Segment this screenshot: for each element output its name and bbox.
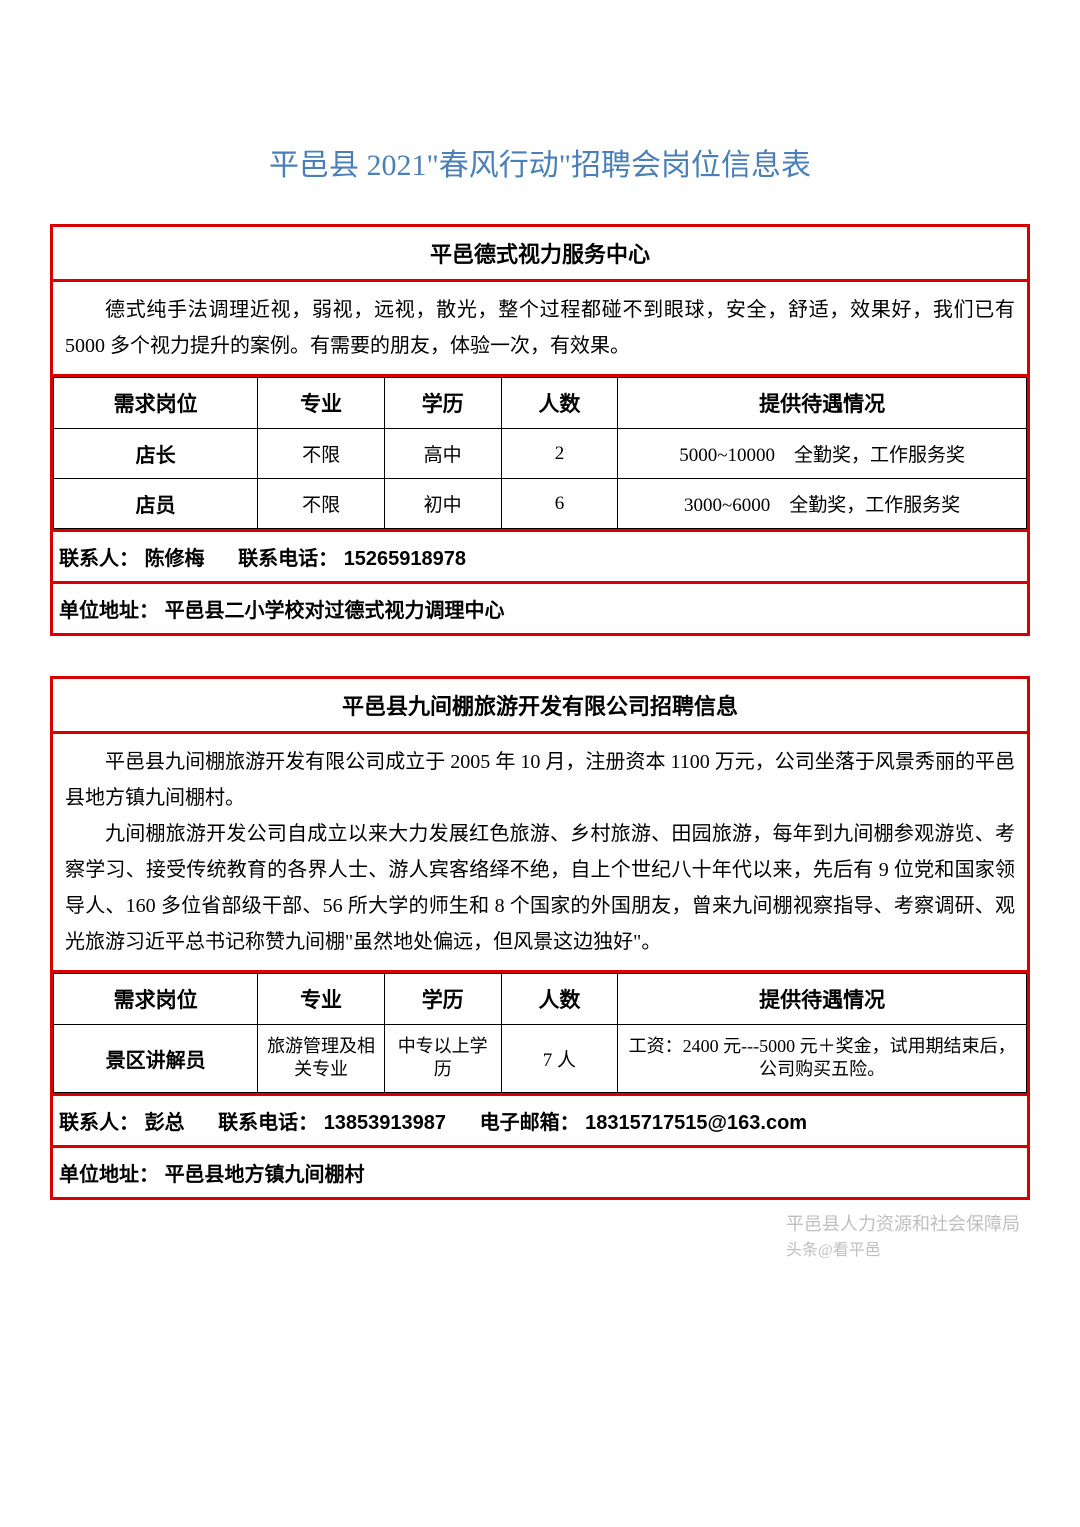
contact-row: 联系人： 彭总 联系电话： 13853913987 电子邮箱： 18315717…	[53, 1096, 1027, 1148]
email-label: 电子邮箱：	[480, 1106, 580, 1135]
address-label: 单位地址：	[59, 1158, 159, 1187]
watermark-line1: 平邑县人力资源和社会保障局	[786, 1210, 1020, 1236]
company-description: 德式纯手法调理近视，弱视，远视，散光，整个过程都碰不到眼球，安全，舒适，效果好，…	[53, 282, 1027, 377]
col-position: 需求岗位	[54, 378, 258, 429]
desc-paragraph: 平邑县九间棚旅游开发有限公司成立于 2005 年 10 月，注册资本 1100 …	[65, 744, 1015, 816]
col-major: 专业	[258, 974, 384, 1025]
contact-row: 联系人： 陈修梅 联系电话： 15265918978	[53, 532, 1027, 584]
page-title: 平邑县 2021"春风行动"招聘会岗位信息表	[50, 140, 1030, 184]
desc-paragraph: 德式纯手法调理近视，弱视，远视，散光，整个过程都碰不到眼球，安全，舒适，效果好，…	[65, 292, 1015, 364]
contact-value: 陈修梅	[145, 548, 205, 570]
cell-position: 店员	[54, 479, 258, 529]
desc-paragraph: 九间棚旅游开发公司自成立以来大力发展红色旅游、乡村旅游、田园旅游，每年到九间棚参…	[65, 816, 1015, 960]
col-major: 专业	[258, 378, 384, 429]
cell-position: 店长	[54, 429, 258, 479]
cell-major: 不限	[258, 429, 384, 479]
cell-treatment: 工资：2400 元---5000 元＋奖金，试用期结束后，公司购买五险。	[618, 1025, 1027, 1093]
cell-education: 初中	[384, 479, 501, 529]
cell-count: 6	[501, 479, 618, 529]
table-row: 店长 不限 高中 2 5000~10000 全勤奖，工作服务奖	[54, 429, 1027, 479]
contact-label: 联系人：	[59, 542, 139, 571]
col-education: 学历	[384, 974, 501, 1025]
table-row: 店员 不限 初中 6 3000~6000 全勤奖，工作服务奖	[54, 479, 1027, 529]
watermark-line2: 头条@看平邑	[786, 1236, 1020, 1260]
cell-treatment: 5000~10000 全勤奖，工作服务奖	[618, 429, 1027, 479]
cell-count: 7 人	[501, 1025, 618, 1093]
table-row: 景区讲解员 旅游管理及相关专业 中专以上学历 7 人 工资：2400 元---5…	[54, 1025, 1027, 1093]
col-treatment: 提供待遇情况	[618, 974, 1027, 1025]
table-header-row: 需求岗位 专业 学历 人数 提供待遇情况	[54, 974, 1027, 1025]
phone-value: 13853913987	[324, 1112, 446, 1134]
watermark: 平邑县人力资源和社会保障局 头条@看平邑	[786, 1210, 1020, 1260]
company-description: 平邑县九间棚旅游开发有限公司成立于 2005 年 10 月，注册资本 1100 …	[53, 734, 1027, 973]
phone-label: 联系电话：	[218, 1106, 318, 1135]
col-count: 人数	[501, 378, 618, 429]
job-table: 需求岗位 专业 学历 人数 提供待遇情况 店长 不限 高中 2 5000~100…	[53, 377, 1027, 529]
contact-value: 彭总	[145, 1112, 185, 1134]
address-value: 平邑县地方镇九间棚村	[165, 1164, 365, 1186]
address-row: 单位地址： 平邑县二小学校对过德式视力调理中心	[53, 584, 1027, 633]
col-education: 学历	[384, 378, 501, 429]
table-header-row: 需求岗位 专业 学历 人数 提供待遇情况	[54, 378, 1027, 429]
phone-value: 15265918978	[344, 548, 466, 570]
col-treatment: 提供待遇情况	[618, 378, 1027, 429]
address-value: 平邑县二小学校对过德式视力调理中心	[165, 600, 505, 622]
company-section-1: 平邑德式视力服务中心 德式纯手法调理近视，弱视，远视，散光，整个过程都碰不到眼球…	[50, 224, 1030, 636]
email-value: 18315717515@163.com	[585, 1112, 807, 1134]
col-position: 需求岗位	[54, 974, 258, 1025]
address-row: 单位地址： 平邑县地方镇九间棚村	[53, 1148, 1027, 1197]
cell-position: 景区讲解员	[54, 1025, 258, 1093]
cell-education: 中专以上学历	[384, 1025, 501, 1093]
cell-education: 高中	[384, 429, 501, 479]
contact-label: 联系人：	[59, 1106, 139, 1135]
cell-major: 旅游管理及相关专业	[258, 1025, 384, 1093]
col-count: 人数	[501, 974, 618, 1025]
company-section-2: 平邑县九间棚旅游开发有限公司招聘信息 平邑县九间棚旅游开发有限公司成立于 200…	[50, 676, 1030, 1200]
address-label: 单位地址：	[59, 594, 159, 623]
cell-treatment: 3000~6000 全勤奖，工作服务奖	[618, 479, 1027, 529]
job-table: 需求岗位 专业 学历 人数 提供待遇情况 景区讲解员 旅游管理及相关专业 中专以…	[53, 973, 1027, 1093]
phone-label: 联系电话：	[238, 542, 338, 571]
company-title: 平邑德式视力服务中心	[53, 227, 1027, 282]
cell-major: 不限	[258, 479, 384, 529]
company-title: 平邑县九间棚旅游开发有限公司招聘信息	[53, 679, 1027, 734]
cell-count: 2	[501, 429, 618, 479]
